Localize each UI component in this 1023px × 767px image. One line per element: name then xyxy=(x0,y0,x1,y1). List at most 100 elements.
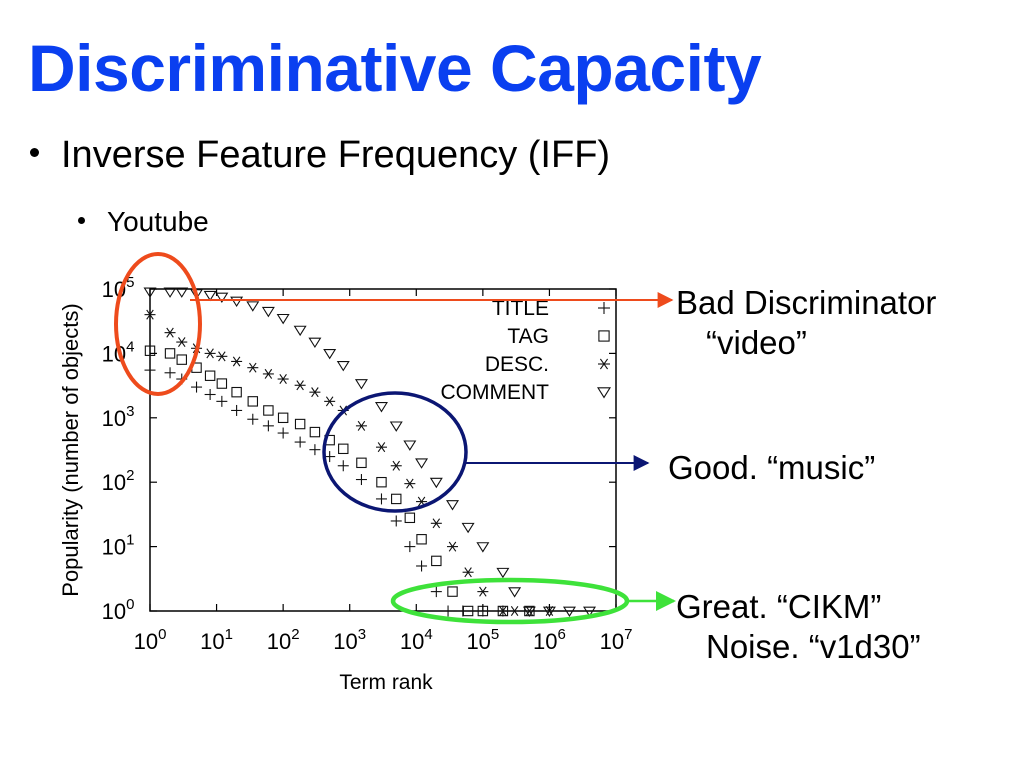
legend-marker-icon xyxy=(597,387,611,399)
data-point xyxy=(336,361,350,372)
tick-exponent: 5 xyxy=(126,274,134,291)
tick-base: 10 xyxy=(102,406,126,431)
data-point xyxy=(447,541,459,552)
tick-exponent: 2 xyxy=(126,467,134,484)
data-point xyxy=(391,493,402,505)
data-point xyxy=(309,426,321,438)
legend-marker-icon xyxy=(598,358,610,370)
legend-label: COMMENT xyxy=(441,381,550,404)
annotation-line: Good. “music” xyxy=(668,449,876,486)
x-tick-label: 106 xyxy=(533,626,566,654)
data-point xyxy=(277,374,289,385)
series-title xyxy=(144,364,509,617)
data-point xyxy=(324,451,336,463)
data-point xyxy=(338,443,349,455)
tick-exponent: 7 xyxy=(624,626,632,643)
legend-marker-icon xyxy=(598,330,610,342)
tick-exponent: 2 xyxy=(291,626,299,643)
data-point xyxy=(247,413,259,425)
data-point xyxy=(323,349,337,360)
data-point xyxy=(374,402,388,413)
data-point xyxy=(144,309,156,320)
tick-base: 10 xyxy=(600,629,624,654)
tick-exponent: 3 xyxy=(126,403,134,420)
data-point xyxy=(309,444,321,456)
data-point xyxy=(583,606,597,617)
data-point xyxy=(446,500,459,511)
data-point xyxy=(376,476,387,488)
data-point xyxy=(308,337,322,349)
data-point xyxy=(164,348,176,359)
x-tick-label: 105 xyxy=(466,626,499,654)
data-point xyxy=(404,541,416,553)
data-point xyxy=(462,567,474,578)
data-point xyxy=(416,534,427,545)
data-point xyxy=(416,560,428,572)
data-point xyxy=(215,292,229,304)
data-point xyxy=(354,379,368,390)
legend-marker-icon xyxy=(598,302,610,314)
annotation-line: Bad Discriminator xyxy=(676,284,937,321)
data-point xyxy=(309,387,321,398)
data-point xyxy=(294,436,306,448)
tick-exponent: 6 xyxy=(557,626,565,643)
x-tick-label: 107 xyxy=(600,626,633,654)
data-point xyxy=(164,367,176,379)
data-point xyxy=(462,605,474,617)
x-tick-label: 103 xyxy=(333,626,366,654)
data-point xyxy=(262,420,274,432)
data-point xyxy=(403,440,417,451)
data-point xyxy=(261,306,275,318)
legend: TITLE TAG DESC. COMMENT xyxy=(441,297,611,404)
data-point xyxy=(430,518,442,529)
data-point xyxy=(355,420,367,431)
data-point xyxy=(277,427,289,439)
data-point xyxy=(429,477,443,489)
legend-label: TITLE xyxy=(492,297,549,320)
data-point xyxy=(246,301,260,312)
data-point xyxy=(263,405,274,416)
bad-discriminator-highlight xyxy=(114,252,202,396)
data-point xyxy=(144,364,156,376)
data-point xyxy=(163,287,177,298)
tick-base: 10 xyxy=(400,629,424,654)
data-point xyxy=(562,606,576,617)
data-point xyxy=(276,313,290,325)
data-point xyxy=(404,512,416,524)
data-point xyxy=(216,395,228,407)
bullet-dot-icon xyxy=(30,148,39,158)
data-point xyxy=(204,370,216,381)
data-point xyxy=(294,380,306,391)
data-point xyxy=(277,412,289,424)
y-tick-label: 103 xyxy=(102,403,135,431)
data-point xyxy=(144,345,156,356)
data-point xyxy=(508,587,522,598)
tick-base: 10 xyxy=(102,535,126,560)
tick-base: 10 xyxy=(533,629,557,654)
bullet-text: Youtube xyxy=(107,206,209,237)
data-point xyxy=(204,389,216,401)
data-point xyxy=(230,296,244,308)
data-point xyxy=(523,606,535,616)
tick-base: 10 xyxy=(102,470,126,495)
data-point xyxy=(355,474,367,486)
plot-frame xyxy=(149,288,617,612)
data-point xyxy=(389,421,403,432)
annotation-line: Noise. “v1d30” xyxy=(706,628,921,665)
good-discriminator-highlight xyxy=(322,391,468,513)
bullet-youtube: Youtube xyxy=(78,206,209,238)
bullet-iff: Inverse Feature Frequency (IFF) xyxy=(30,134,610,177)
data-point xyxy=(175,287,189,298)
axis-ticks: 100 101 102 103 104 105 106 1071001011021031041… xyxy=(102,274,633,654)
tick-exponent: 4 xyxy=(424,626,432,643)
data-point xyxy=(356,457,367,469)
tick-exponent: 0 xyxy=(158,626,166,643)
x-tick-label: 101 xyxy=(200,626,233,654)
x-tick-label: 100 xyxy=(134,626,167,654)
tick-exponent: 1 xyxy=(225,626,233,643)
tick-exponent: 1 xyxy=(126,532,134,549)
bullet-text: Inverse Feature Frequency (IFF) xyxy=(61,134,611,176)
data-point xyxy=(294,418,306,430)
tick-exponent: 0 xyxy=(126,596,134,613)
